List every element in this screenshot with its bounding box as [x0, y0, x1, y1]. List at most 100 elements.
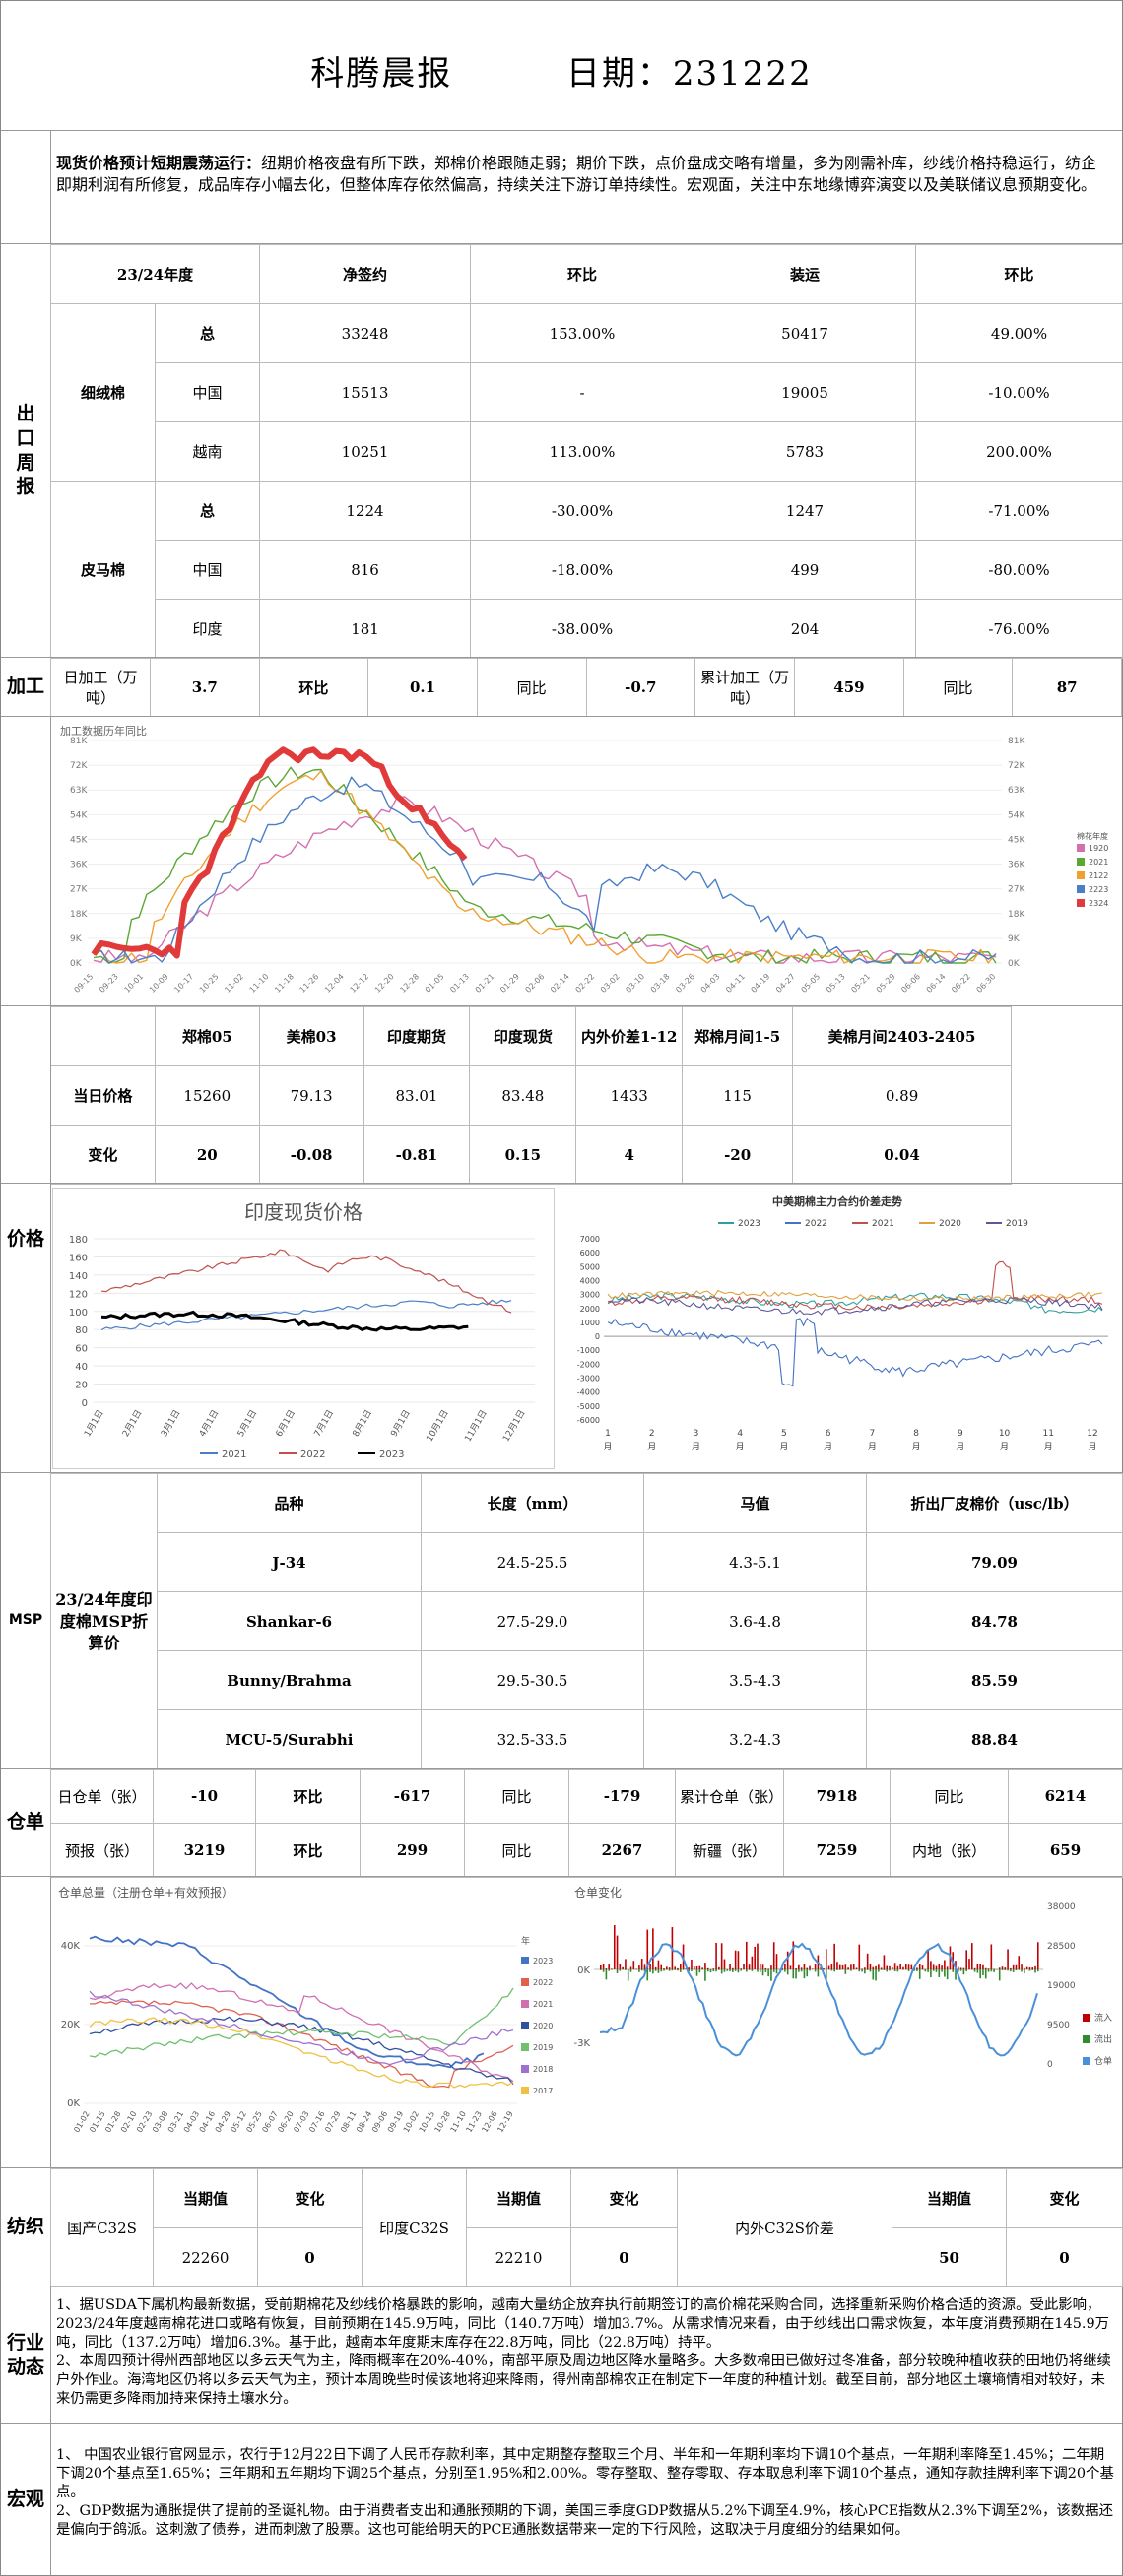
- report-date: 231222: [672, 54, 813, 94]
- inflow-bar: [712, 1968, 715, 1969]
- inflow-bar: [955, 1961, 957, 1969]
- inflow-bar: [1007, 1949, 1009, 1969]
- legend-label: 2021: [872, 1219, 894, 1229]
- x-tick-label: 10-01: [122, 972, 145, 995]
- x-tick-label: 11: [1043, 1429, 1054, 1439]
- outflow-bar: [930, 1969, 932, 1978]
- net-chg-cell: -: [470, 362, 695, 422]
- export-header-ship: 装运: [694, 244, 917, 304]
- series-line-2023: [100, 1310, 469, 1332]
- y-tick-label: 18K: [70, 910, 88, 920]
- inflow-bar: [1037, 1942, 1039, 1969]
- outflow-bar: [973, 1969, 976, 1972]
- legend-label: 2324: [1089, 899, 1108, 908]
- region-cell: 印度: [154, 599, 261, 659]
- inflow-bar: [743, 1964, 745, 1969]
- x-tick-label: 5: [781, 1429, 787, 1439]
- outflow-bar: [955, 1969, 957, 1980]
- y-tick-label-right: 54K: [1008, 810, 1025, 820]
- outflow-bar: [902, 1969, 904, 1970]
- x-tick-label: 11-18: [273, 972, 296, 995]
- outflow-bar: [814, 1969, 817, 1972]
- outflow-bar: [921, 1969, 924, 1970]
- inflow-bar: [850, 1964, 852, 1969]
- outflow-bar: [668, 1969, 671, 1971]
- outflow-bar: [990, 1969, 993, 1972]
- inflow-bar: [852, 1964, 855, 1969]
- inflow-bar: [679, 1964, 682, 1969]
- inflow-bar: [875, 1965, 877, 1969]
- legend-swatch: [521, 1978, 529, 1986]
- y-tick-label-right: 81K: [1008, 737, 1025, 746]
- yarn-header: 变化: [1006, 2168, 1123, 2228]
- net-cell: 181: [259, 599, 472, 659]
- inflow-bar: [899, 1964, 901, 1969]
- outflow-bar: [861, 1969, 863, 1972]
- inflow-bar: [729, 1964, 731, 1969]
- series-line-2018: [89, 1990, 514, 2066]
- inflow-bar: [646, 1929, 649, 1969]
- price-cell: 83.48: [469, 1065, 577, 1126]
- yarn-value: 50: [892, 2227, 1007, 2287]
- outflow-bar: [666, 1969, 668, 1970]
- length-cell: 27.5-29.0: [421, 1591, 644, 1651]
- ship-cell: 204: [694, 599, 917, 659]
- inflow-bar: [746, 1941, 748, 1969]
- y-tick-label: 81K: [70, 737, 88, 746]
- outflow-bar: [734, 1969, 737, 1971]
- inflow-bar: [1028, 1967, 1031, 1969]
- outflow-bar: [704, 1969, 706, 1981]
- inflow-bar: [732, 1967, 734, 1969]
- legend-label: 2018: [533, 2065, 553, 2074]
- x-tick-label: 04-19: [750, 972, 772, 995]
- outflow-bar: [657, 1969, 660, 1973]
- legend-swatch: [1077, 899, 1085, 907]
- inflow-bar: [772, 1942, 775, 1969]
- y-tick-label: -1000: [577, 1346, 600, 1355]
- outflow-bar: [1034, 1969, 1036, 1973]
- y-tick-label: 180: [69, 1235, 88, 1246]
- inflow-bar: [809, 1965, 811, 1969]
- inflow-bar: [691, 1959, 693, 1969]
- x-tick-label: 04-11: [724, 972, 747, 995]
- ship-chg-cell: -10.00%: [915, 362, 1123, 422]
- inflow-bar: [823, 1967, 825, 1969]
- y-tick-label: 40: [75, 1362, 88, 1373]
- inflow-bar: [1021, 1964, 1023, 1969]
- inflow-bar: [938, 1964, 941, 1969]
- outflow-bar: [875, 1969, 877, 1981]
- series-line-2022: [90, 2000, 514, 2089]
- ship-cell: 1247: [694, 481, 917, 541]
- inflow-bar: [970, 1943, 973, 1969]
- export-table: 23/24年度 净签约 环比 装运 环比 细绒棉 总 33248 153.00%…: [49, 244, 1123, 659]
- x-tick-label: 06-14: [925, 972, 948, 995]
- y-right-tick-label: 9500: [1047, 2021, 1070, 2030]
- x-unit-label: 月: [692, 1442, 700, 1452]
- outflow-bar: [938, 1969, 941, 1977]
- y-tick-label: 20K: [61, 2020, 81, 2030]
- inflow-bar: [979, 1964, 981, 1969]
- wh-label: 同比: [464, 1823, 569, 1878]
- inflow-bar: [946, 1966, 949, 1969]
- wh-change-title: 仓单变化: [574, 1885, 622, 1900]
- inflow-bar: [987, 1968, 990, 1969]
- outflow-bar: [706, 1969, 709, 1972]
- y-tick-label: 45K: [70, 835, 88, 845]
- series-line-1920: [93, 796, 997, 964]
- industry-paragraph-2: 2、本周四预计得州西部地区以多云天气为主，降雨概率在20%-40%，南部平原及周…: [56, 2353, 1111, 2407]
- length-cell: 32.5-33.5: [421, 1709, 644, 1770]
- y-tick-label: -4000: [577, 1388, 600, 1397]
- outflow-bar: [820, 1969, 822, 1970]
- legend-swatch: [1083, 2057, 1090, 2065]
- outflow-bar: [1021, 1969, 1023, 1972]
- legend-label: 2020: [939, 1219, 961, 1229]
- region-cell: 中国: [154, 540, 261, 600]
- x-tick-label: 05-13: [825, 972, 847, 995]
- inflow-bar: [632, 1961, 635, 1969]
- inflow-bar: [886, 1965, 889, 1969]
- msp-label: 23/24年度印度棉MSP折算价: [50, 1473, 158, 1770]
- yarn-header: 变化: [570, 2168, 678, 2228]
- export-header-ship-chg: 环比: [915, 244, 1123, 304]
- region-cell: 中国: [154, 362, 261, 422]
- y-tick-label: -3000: [577, 1375, 600, 1384]
